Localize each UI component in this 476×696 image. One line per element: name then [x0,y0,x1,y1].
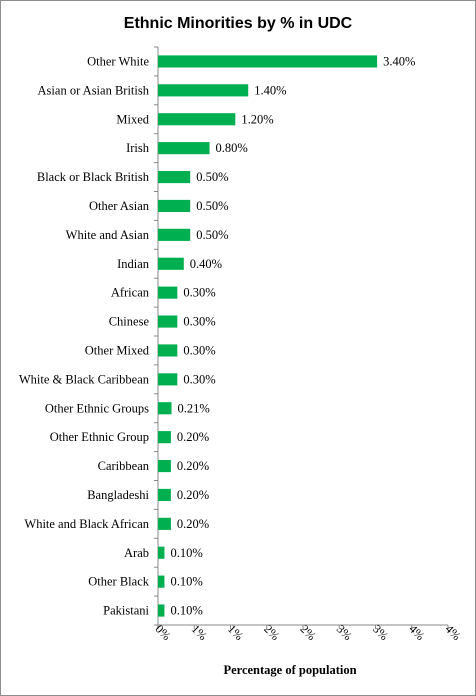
data-label: 0.50% [196,199,228,213]
category-label: Pakistani [103,604,149,618]
category-label: Mixed [116,112,149,126]
data-label: 0.20% [177,430,209,444]
bar [158,517,171,530]
category-label: White and Black African [24,517,149,531]
category-label: Other Ethnic Groups [45,401,149,415]
category-label: Other Mixed [85,343,150,357]
data-label: 0.10% [170,575,202,589]
data-label: 0.20% [177,488,209,502]
category-label: White & Black Caribbean [19,372,150,386]
data-label: 0.50% [196,228,228,242]
category-label: Other Asian [89,199,150,213]
data-label: 1.40% [254,83,286,97]
category-label: Other Ethnic Group [50,430,149,444]
category-label: Caribbean [98,459,150,473]
category-label: Bangladeshi [87,488,149,502]
data-label: 0.10% [170,546,202,560]
data-label: 0.30% [183,315,215,329]
data-label: 0.20% [177,517,209,531]
category-label: Irish [126,141,150,155]
bar [158,113,236,126]
bar [158,286,178,299]
bar [158,575,165,588]
data-label: 0.21% [178,401,210,415]
category-label: Other Black [88,575,149,589]
category-label: White and Asian [66,228,150,242]
category-label: Black or Black British [37,170,150,184]
bar [158,488,171,502]
bar [158,257,184,270]
data-label: 0.80% [216,141,248,155]
bar [158,199,191,213]
bar [158,84,249,97]
bar [158,315,178,328]
bar [158,373,178,386]
bar [158,228,191,241]
bar [158,546,165,559]
data-label: 0.40% [190,257,222,271]
data-label: 1.20% [241,112,273,126]
bar [158,142,210,155]
category-label: Indian [117,257,150,271]
x-axis-title: Percentage of population [223,663,356,677]
data-label: 0.10% [170,604,202,618]
category-label: Chinese [109,315,150,329]
data-label: 0.30% [183,372,215,386]
data-label: 0.20% [177,459,209,473]
category-label: Asian or Asian British [38,83,150,97]
bar [158,459,171,473]
data-label: 0.50% [196,170,228,184]
bar [158,55,378,68]
bar [158,431,171,444]
bar [158,170,191,184]
bar [158,604,165,617]
plot-area: Other White 3.40% Asian or Asian British 1.… [19,46,464,643]
bar [158,402,172,415]
bar [158,344,178,357]
data-label: 0.30% [183,343,215,357]
category-label: Other White [87,54,149,68]
category-label: African [111,286,150,300]
data-label: 0.30% [183,286,215,300]
chart-title: Ethnic Minorities by % in UDC [124,15,353,32]
data-label: 3.40% [383,54,415,68]
category-label: Arab [124,546,149,560]
